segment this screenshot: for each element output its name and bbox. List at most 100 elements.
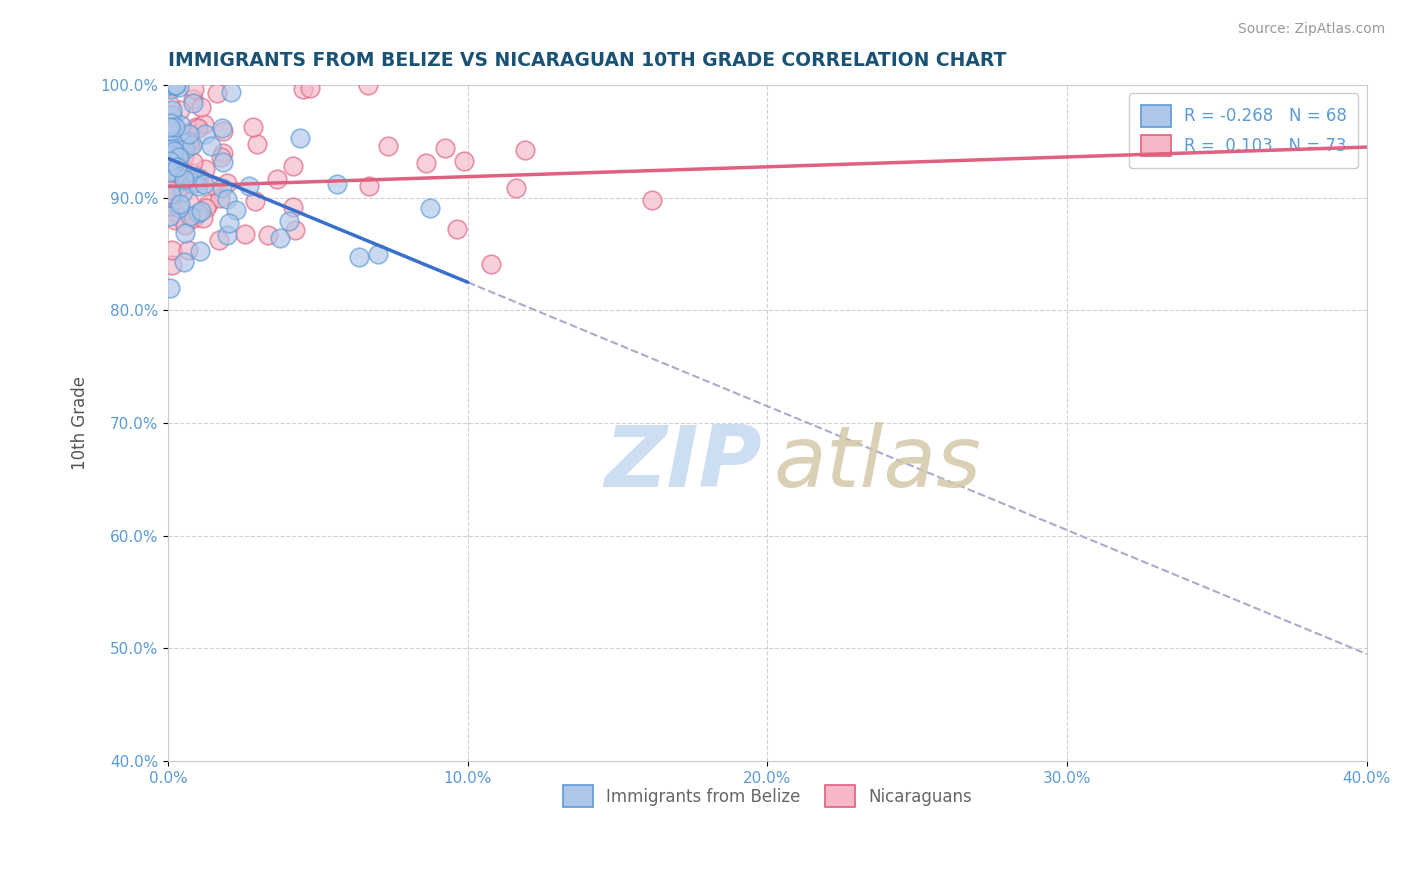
Point	[298, 81, 321, 95]
Point	[163, 145, 186, 159]
Point	[243, 194, 266, 208]
Point	[191, 211, 214, 226]
Point	[159, 78, 181, 92]
Point	[211, 181, 233, 195]
Point	[246, 136, 269, 151]
Y-axis label: 10th Grade: 10th Grade	[72, 376, 89, 470]
Point	[173, 218, 195, 232]
Point	[162, 148, 184, 162]
Point	[278, 214, 301, 228]
Point	[238, 179, 260, 194]
Point	[180, 138, 202, 153]
Point	[215, 176, 238, 190]
Point	[177, 167, 200, 181]
Point	[281, 159, 304, 173]
Point	[167, 211, 190, 225]
Point	[174, 169, 197, 183]
Point	[169, 103, 191, 118]
Point	[433, 141, 456, 155]
Point	[193, 177, 215, 191]
Point	[453, 153, 475, 168]
Point	[367, 247, 389, 261]
Point	[172, 186, 194, 200]
Point	[173, 255, 195, 269]
Point	[167, 157, 190, 171]
Point	[195, 201, 218, 215]
Point	[291, 82, 314, 96]
Point	[159, 137, 181, 152]
Point	[219, 85, 242, 99]
Legend: Immigrants from Belize, Nicaraguans: Immigrants from Belize, Nicaraguans	[555, 779, 979, 814]
Point	[163, 153, 186, 168]
Point	[284, 223, 307, 237]
Point	[159, 209, 181, 223]
Point	[159, 188, 181, 202]
Point	[179, 209, 201, 223]
Point	[211, 121, 233, 136]
Point	[163, 150, 186, 164]
Point	[159, 281, 181, 295]
Point	[290, 131, 312, 145]
Point	[188, 244, 211, 258]
Point	[200, 139, 222, 153]
Point	[169, 197, 191, 211]
Point	[162, 243, 184, 257]
Point	[205, 86, 228, 100]
Point	[181, 166, 204, 180]
Point	[166, 182, 188, 196]
Point	[180, 176, 202, 190]
Point	[359, 179, 381, 194]
Point	[211, 124, 233, 138]
Point	[163, 173, 186, 187]
Point	[166, 160, 188, 174]
Point	[176, 243, 198, 257]
Point	[266, 172, 288, 186]
Point	[183, 91, 205, 105]
Point	[159, 190, 181, 204]
Point	[162, 169, 184, 183]
Point	[194, 127, 217, 141]
Point	[163, 157, 186, 171]
Point	[159, 98, 181, 112]
Point	[347, 250, 370, 264]
Point	[159, 120, 181, 134]
Point	[215, 228, 238, 243]
Point	[163, 78, 186, 92]
Point	[479, 257, 502, 271]
Point	[184, 170, 207, 185]
Point	[173, 172, 195, 186]
Point	[173, 136, 195, 151]
Text: Source: ZipAtlas.com: Source: ZipAtlas.com	[1237, 22, 1385, 37]
Point	[159, 154, 181, 169]
Point	[513, 143, 536, 157]
Point	[160, 103, 183, 117]
Point	[177, 194, 200, 209]
Point	[208, 233, 231, 247]
Point	[269, 231, 291, 245]
Point	[159, 183, 181, 197]
Point	[181, 155, 204, 169]
Point	[190, 100, 212, 114]
Point	[177, 135, 200, 149]
Point	[186, 120, 208, 134]
Point	[326, 177, 349, 191]
Point	[179, 139, 201, 153]
Point	[165, 212, 187, 227]
Point	[187, 179, 209, 194]
Point	[167, 201, 190, 215]
Point	[188, 170, 211, 185]
Point	[174, 142, 197, 156]
Point	[209, 192, 232, 206]
Point	[202, 178, 225, 192]
Point	[217, 192, 239, 206]
Point	[446, 222, 468, 236]
Point	[357, 78, 380, 92]
Point	[159, 198, 181, 212]
Point	[167, 151, 190, 165]
Point	[167, 79, 190, 94]
Point	[415, 156, 437, 170]
Point	[212, 155, 235, 169]
Point	[197, 197, 219, 211]
Text: IMMIGRANTS FROM BELIZE VS NICARAGUAN 10TH GRADE CORRELATION CHART: IMMIGRANTS FROM BELIZE VS NICARAGUAN 10T…	[169, 51, 1007, 70]
Point	[162, 162, 184, 177]
